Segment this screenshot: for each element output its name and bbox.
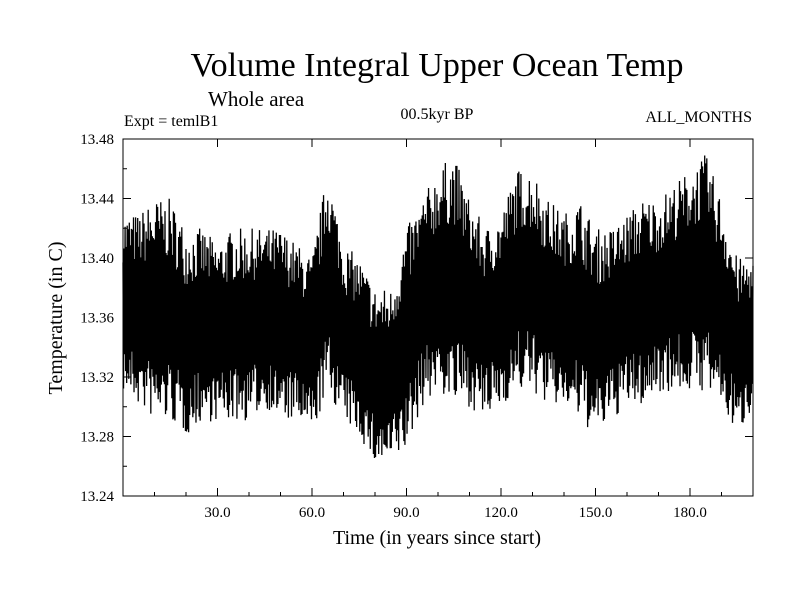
y-tick-label: 13.32: [80, 370, 114, 386]
x-axis: 30.0 60.0 90.0 120.0 150.0 180.0: [154, 139, 722, 521]
y-tick-label: 13.36: [80, 311, 114, 327]
y-tick-label: 13.24: [80, 489, 114, 505]
chart-subtitle: Whole area: [208, 87, 305, 111]
y-tick-label: 13.40: [80, 251, 114, 267]
x-tick-label: 180.0: [673, 505, 707, 521]
x-tick-label: 90.0: [393, 505, 419, 521]
period-label: 00.5kyr BP: [401, 106, 474, 123]
chart-title: Volume Integral Upper Ocean Temp: [191, 47, 684, 84]
experiment-label: Expt = temlB1: [124, 113, 218, 130]
months-label: ALL_MONTHS: [645, 109, 752, 126]
x-tick-label: 120.0: [484, 505, 518, 521]
y-axis-label: Temperature (in C): [45, 242, 67, 395]
y-tick-label: 13.48: [80, 132, 114, 148]
x-axis-label: Time (in years since start): [333, 527, 541, 549]
y-axis: 13.24 13.28 13.32 13.36 13.40 13.44 13.48: [80, 132, 753, 505]
x-tick-label: 60.0: [299, 505, 325, 521]
y-tick-label: 13.28: [80, 430, 114, 446]
temperature-series-line: [122, 155, 754, 459]
x-tick-label: 30.0: [204, 505, 230, 521]
x-tick-label: 150.0: [579, 505, 613, 521]
plot-series: [122, 155, 754, 459]
y-tick-label: 13.44: [80, 192, 114, 208]
